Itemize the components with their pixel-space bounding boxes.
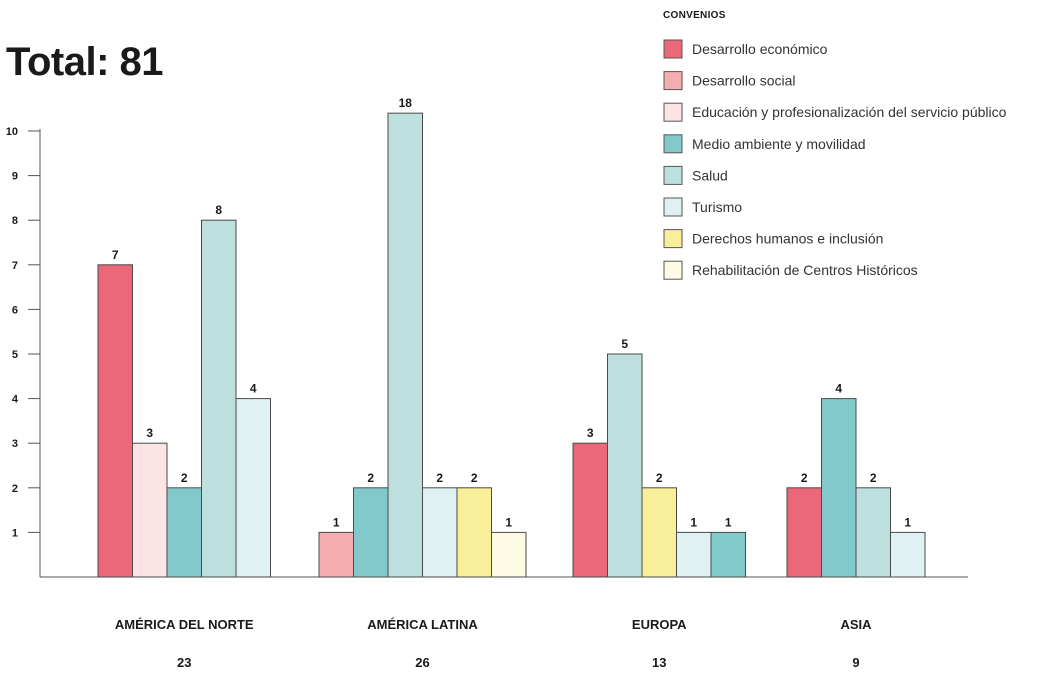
- legend-item-salud: Salud: [692, 167, 728, 183]
- bar-asia-salud: [855, 487, 891, 578]
- bar-europa-salud: [607, 353, 643, 578]
- legend-swatch-desarrollo-social: [663, 71, 683, 91]
- bar-value-label: 2: [367, 471, 374, 485]
- legend-swatch-derechos-humanos-e-inclusion: [663, 229, 683, 249]
- bar-value-label: 2: [436, 471, 443, 485]
- bar-europa-desarrollo-economico: [572, 442, 608, 578]
- bar-value-label: 2: [656, 471, 663, 485]
- bar-europa-derechos-humanos-e-inclusion: [641, 487, 677, 578]
- y-tick-label: 2: [12, 483, 18, 495]
- bar-value-label: 18: [399, 96, 413, 110]
- bar-america-latina-derechos-humanos-e-inclusion: [456, 487, 492, 578]
- y-tick-label: 1: [12, 527, 18, 539]
- bar-value-label: 1: [904, 515, 911, 529]
- bar-value-label: 2: [801, 471, 808, 485]
- bar-asia-turismo: [890, 531, 926, 578]
- category-total: 13: [652, 655, 666, 670]
- y-tick-label: 5: [12, 349, 18, 361]
- bar-value-label: 4: [250, 382, 257, 396]
- bar-europa-medio-ambiente-y-movilidad: [710, 531, 746, 578]
- legend-item-educacion-y-profesionalizacion-del-servicio-publico: Educación y profesionalización del servi…: [692, 104, 1007, 120]
- legend-item-rehabilitacion-de-centros-historicos: Rehabilitación de Centros Históricos: [692, 262, 918, 278]
- legend-item-medio-ambiente-y-movilidad: Medio ambiente y movilidad: [692, 136, 866, 152]
- category-label: ASIA: [840, 617, 872, 632]
- bar-america-del-norte-educacion-y-profesionalizacion-del-servicio-publico: [132, 442, 168, 578]
- bar-america-del-norte-salud: [201, 219, 237, 578]
- y-tick-label: 8: [12, 215, 18, 227]
- bar-america-del-norte-turismo: [235, 398, 271, 578]
- category-total: 26: [415, 655, 429, 670]
- category-label: AMÉRICA LATINA: [367, 617, 478, 632]
- legend-swatch-rehabilitacion-de-centros-historicos: [663, 260, 683, 280]
- bar-value-label: 4: [835, 382, 842, 396]
- bar-value-label: 8: [215, 203, 222, 217]
- legend-swatch-educacion-y-profesionalizacion-del-servicio-publico: [663, 102, 683, 122]
- y-tick-label: 6: [12, 304, 18, 316]
- bar-america-del-norte-desarrollo-economico: [97, 264, 133, 578]
- y-tick-label: 9: [12, 171, 18, 183]
- bar-america-del-norte-medio-ambiente-y-movilidad: [166, 487, 202, 578]
- bar-value-label: 2: [471, 471, 478, 485]
- bar-value-label: 7: [112, 248, 119, 262]
- legend-swatch-salud: [663, 165, 683, 185]
- bar-value-label: 1: [333, 515, 340, 529]
- bar-value-label: 1: [725, 515, 732, 529]
- bar-value-label: 5: [621, 337, 628, 351]
- bar-america-latina-turismo: [422, 487, 458, 578]
- legend-item-desarrollo-economico: Desarrollo económico: [692, 41, 828, 57]
- bar-value-label: 1: [690, 515, 697, 529]
- legend-swatch-desarrollo-economico: [663, 39, 683, 59]
- category-label: AMÉRICA DEL NORTE: [115, 617, 254, 632]
- bar-value-label: 2: [870, 471, 877, 485]
- total-count: Total: 81: [6, 40, 164, 84]
- y-tick-label: 10: [6, 126, 18, 138]
- bar-value-label: 3: [146, 426, 153, 440]
- y-tick-label: 4: [12, 394, 19, 406]
- legend-swatch-turismo: [663, 197, 683, 217]
- y-tick-label: 3: [12, 438, 18, 450]
- legend-swatch-medio-ambiente-y-movilidad: [663, 134, 683, 154]
- bar-america-latina-medio-ambiente-y-movilidad: [353, 487, 389, 578]
- category-total: 23: [177, 655, 191, 670]
- y-tick-label: 7: [12, 260, 18, 272]
- bar-america-latina-rehabilitacion-de-centros-historicos: [491, 531, 527, 578]
- bar-value-label: 1: [505, 515, 512, 529]
- bar-europa-turismo: [676, 531, 712, 578]
- bar-asia-desarrollo-economico: [786, 487, 822, 578]
- bar-asia-medio-ambiente-y-movilidad: [821, 398, 857, 578]
- bar-value-label: 2: [181, 471, 188, 485]
- legend-item-desarrollo-social: Desarrollo social: [692, 73, 795, 89]
- legend-item-turismo: Turismo: [692, 199, 742, 215]
- category-label: EUROPA: [632, 617, 687, 632]
- bar-value-label: 3: [587, 426, 594, 440]
- bar-america-latina-desarrollo-social: [318, 531, 354, 578]
- bar-america-latina-salud: [387, 112, 423, 578]
- legend-item-derechos-humanos-e-inclusion: Derechos humanos e inclusión: [692, 231, 883, 247]
- category-total: 9: [852, 655, 859, 670]
- legend-title: CONVENIOS: [663, 10, 726, 21]
